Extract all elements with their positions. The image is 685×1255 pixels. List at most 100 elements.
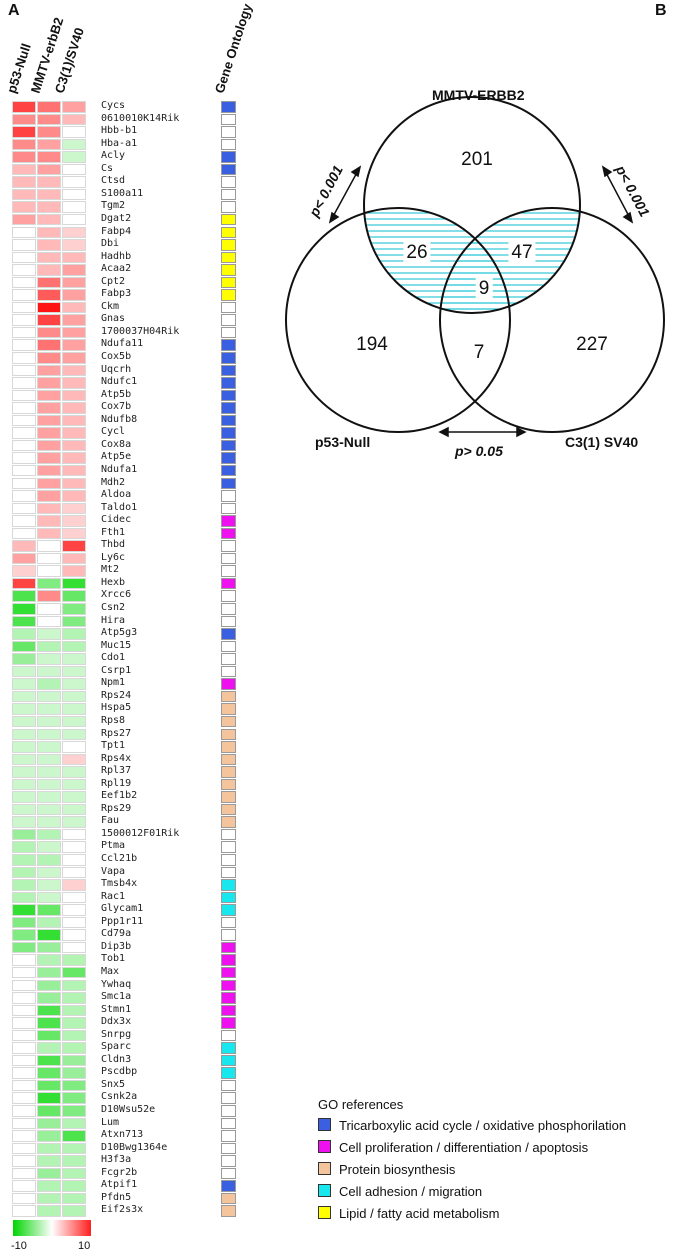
gene-label: Cox5b: [101, 351, 132, 362]
panel-b-label: B: [655, 2, 667, 19]
gene-label: Hadhb: [101, 250, 132, 262]
heatmap-cell: [12, 289, 36, 301]
gene-label: D10Bwg1364e: [101, 1141, 168, 1153]
venn-count-p53-only: 194: [356, 334, 388, 355]
gene-label: Csnk2a: [101, 1091, 138, 1103]
heatmap-cell: [37, 113, 61, 126]
heatmap-cell: [12, 916, 36, 929]
go-cell: [221, 916, 236, 929]
go-cell: [221, 1067, 236, 1079]
heatmap-cell: [12, 464, 36, 477]
gene-label: Cpt2: [101, 275, 126, 287]
gene-label: Tpt1: [101, 740, 126, 752]
heatmap-cell: [12, 1017, 36, 1029]
heatmap-cell: [12, 163, 36, 176]
heatmap-cell: [62, 339, 86, 351]
heatmap-cell: [37, 364, 61, 377]
gene-label: Xrcc6: [101, 589, 132, 601]
go-legend-title: GO references: [318, 1097, 404, 1112]
gene-label: Ly6c: [101, 551, 126, 563]
heatmap-cell: [37, 1079, 61, 1092]
heatmap-cell: [62, 1017, 86, 1029]
gene-label: Cox7b: [101, 401, 132, 413]
go-cell: [221, 301, 236, 314]
heatmap-cell: [37, 866, 61, 879]
go-cell: [221, 239, 236, 251]
go-cell: [221, 138, 236, 151]
heatmap-cell: [62, 163, 86, 176]
heatmap-cell: [12, 741, 36, 753]
go-cell: [221, 464, 236, 477]
heatmap-cell: [62, 452, 86, 464]
heatmap-cell: [37, 603, 61, 615]
heatmap-cell: [12, 841, 36, 853]
heatmap-cell: [12, 552, 36, 565]
heatmap-cell: [37, 101, 61, 113]
go-cell: [221, 276, 236, 289]
heatmap-cell: [37, 1117, 61, 1130]
heatmap-cell: [62, 326, 86, 339]
heatmap-cell: [12, 377, 36, 389]
go-cell: [221, 540, 236, 552]
heatmap-cell: [37, 452, 61, 464]
heatmap-cell: [37, 891, 61, 904]
venn-overlap-hatching: [364, 208, 580, 313]
heatmap-cell: [12, 364, 36, 377]
heatmap-cell: [62, 954, 86, 966]
go-cell: [221, 364, 236, 377]
heatmap-cell: [62, 264, 86, 276]
heatmap-cell: [37, 264, 61, 276]
heatmap-cell: [37, 414, 61, 427]
gene-label: Ppp1r11: [101, 915, 144, 927]
heatmap-cell: [37, 690, 61, 703]
heatmap-cell: [12, 101, 36, 113]
venn-label-p53-null: p53-Null: [315, 434, 371, 450]
go-cell: [221, 1079, 236, 1092]
heatmap-cell: [12, 1205, 36, 1217]
heatmap-cell: [37, 138, 61, 151]
go-cell: [221, 979, 236, 991]
heatmap-cell: [62, 439, 86, 452]
gene-label: Ndufa11: [101, 338, 144, 350]
heatmap-cell: [12, 1130, 36, 1142]
heatmap-cell: [37, 201, 61, 213]
heatmap-cell: [62, 904, 86, 916]
gene-label: Snx5: [101, 1078, 126, 1090]
arrow-top-right: [602, 166, 633, 223]
heatmap-cell: [37, 1105, 61, 1117]
go-cell: [221, 703, 236, 715]
heatmap-cell: [62, 791, 86, 803]
gene-label: Ywhaq: [101, 978, 132, 990]
go-cell: [221, 715, 236, 728]
gene-label: Tgm2: [101, 200, 126, 212]
go-cell: [221, 791, 236, 803]
heatmap-cell: [37, 377, 61, 389]
go-cell: [221, 816, 236, 828]
gene-label: Csn2: [101, 602, 126, 613]
heatmap-cell: [12, 992, 36, 1004]
heatmap-cell: [12, 703, 36, 715]
heatmap-cell: [12, 690, 36, 703]
heatmap-cell: [37, 966, 61, 979]
gene-label: Fabp3: [101, 288, 132, 300]
go-cell: [221, 1029, 236, 1042]
heatmap-cell: [12, 301, 36, 314]
go-cell: [221, 753, 236, 766]
go-cell: [221, 929, 236, 941]
go-cell: [221, 339, 236, 351]
heatmap-cell: [37, 879, 61, 891]
heatmap-cell: [62, 753, 86, 766]
heatmap-cell: [62, 715, 86, 728]
heatmap-cell: [37, 577, 61, 590]
go-cell: [221, 778, 236, 791]
heatmap-cell: [62, 828, 86, 841]
heatmap-cell: [62, 916, 86, 929]
go-cell: [221, 954, 236, 966]
heatmap-cell: [12, 439, 36, 452]
gene-label: Glycam1: [101, 903, 144, 915]
heatmap-cell: [12, 854, 36, 866]
heatmap-cell: [12, 1180, 36, 1192]
gene-label: Stmn1: [101, 1003, 132, 1015]
gene-label: Npm1: [101, 677, 126, 689]
go-cell: [221, 126, 236, 138]
